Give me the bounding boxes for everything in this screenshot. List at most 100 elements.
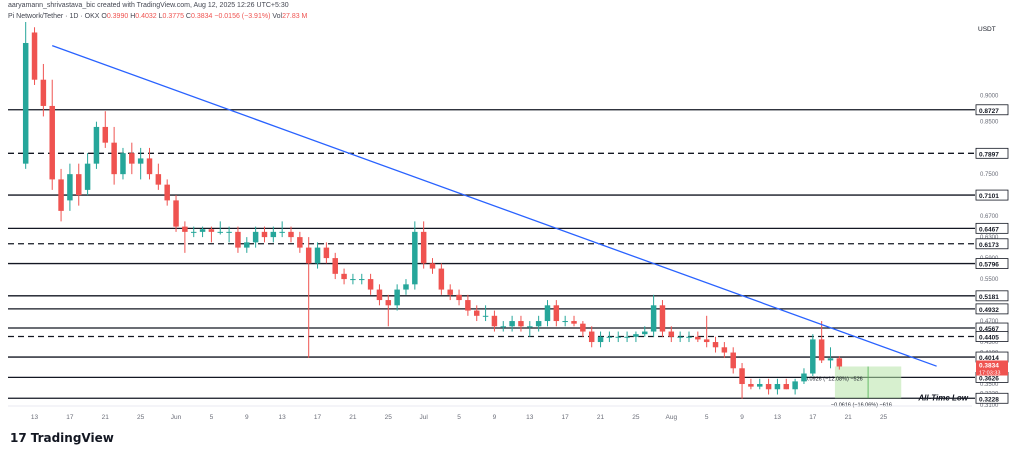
candle [120, 153, 126, 175]
candle [765, 384, 772, 390]
low-value: 0.3775 [162, 13, 184, 20]
candle [429, 263, 436, 269]
y-tick-label: 0.7500 [980, 172, 999, 178]
level-price-label: 0.3626 [979, 375, 999, 382]
change-value: −0.0156 (−3.91%) [214, 13, 271, 20]
candle [544, 305, 551, 322]
level-price-tag [975, 303, 1009, 315]
x-tick-label: Aug [666, 414, 678, 421]
close-label: C [185, 13, 191, 20]
all-time-low-label: All-Time Low [917, 393, 968, 402]
symbol-ohlc-legend: Pi Network/Tether · 1D · OKX O0.3990 H0.… [8, 13, 307, 20]
candle [173, 200, 179, 227]
candle [350, 279, 356, 281]
close-value: 0.3834 [190, 13, 213, 20]
candle [297, 237, 303, 248]
tradingview-logo-text: TradingView [30, 431, 114, 445]
level-price-tag [975, 104, 1009, 116]
x-tick-label: 9 [493, 414, 497, 421]
candle [571, 321, 577, 324]
level-price-label: 0.4932 [979, 307, 999, 314]
candle [385, 300, 392, 306]
x-tick-label: 9 [740, 414, 744, 421]
x-tick-label: Jun [171, 414, 182, 421]
y-tick-label: 0.9000 [980, 93, 999, 99]
candle [261, 231, 268, 238]
candle [686, 336, 692, 338]
y-tick-label: 0.6300 [980, 235, 999, 241]
candle [217, 231, 223, 233]
candle [757, 384, 763, 387]
candle [199, 229, 206, 232]
open-label: O [101, 13, 107, 20]
y-tick-label: 0.4700 [980, 319, 999, 325]
volume-label: Vol [272, 13, 283, 20]
high-value: 0.4032 [135, 13, 157, 20]
candle [376, 289, 383, 301]
candle [535, 321, 542, 327]
x-tick-label: 17 [314, 414, 322, 421]
x-tick-label: 17 [809, 414, 817, 421]
candle [182, 226, 188, 232]
tradingview-logo[interactable]: 𝟭𝟳 TradingView [10, 431, 114, 445]
candle [394, 289, 400, 306]
volume-value: 27.83 M [282, 13, 308, 20]
x-tick-label: 21 [845, 414, 853, 421]
candle [279, 231, 285, 233]
level-price-label: 0.5181 [979, 294, 999, 301]
symbol-name[interactable]: Pi Network/Tether · 1D · OKX [8, 13, 100, 20]
candle [270, 231, 277, 238]
candle [137, 158, 144, 164]
candle [244, 242, 250, 248]
candle [252, 231, 259, 243]
candle [438, 268, 445, 290]
trendline-group [51, 44, 937, 367]
x-tick-label: 25 [880, 414, 888, 421]
candle [447, 289, 453, 295]
candle [164, 184, 170, 201]
candle [155, 174, 162, 185]
level-price-tag [975, 331, 1009, 342]
price-axis: USDT0.90000.85000.75000.67000.63000.5900… [975, 26, 1009, 409]
candle [739, 368, 745, 385]
candle [580, 323, 586, 332]
x-tick-label: 9 [245, 414, 249, 421]
candle [67, 174, 73, 201]
projection-box: 0.0926 (−12.08%) −526 −0.0616 (−16.06%) −… [805, 366, 902, 408]
level-price-label: 0.4405 [979, 335, 999, 342]
horizontal-levels [8, 109, 975, 399]
level-price-label: 0.3228 [979, 396, 999, 403]
candle [695, 336, 701, 340]
tradingview-logo-icon: 𝟭𝟳 [10, 431, 27, 445]
candle [810, 339, 816, 374]
candle [827, 358, 834, 361]
candle [615, 336, 621, 338]
y-tick-label: 0.6700 [980, 214, 999, 220]
high-label: H [130, 13, 136, 20]
x-tick-label: 21 [597, 414, 605, 421]
candle [668, 331, 675, 337]
x-tick-label: 21 [349, 414, 357, 421]
candle [642, 331, 648, 335]
low-label: L [158, 13, 163, 20]
x-tick-label: 13 [31, 414, 39, 421]
current-price-tag [976, 360, 1008, 376]
x-tick-label: 5 [210, 414, 214, 421]
candle [836, 358, 843, 367]
candle [500, 326, 507, 328]
x-tick-label: 25 [385, 414, 393, 421]
candle [129, 153, 135, 164]
candle [677, 336, 683, 338]
level-price-label: 0.4567 [979, 326, 999, 333]
candle [783, 384, 790, 390]
candle [624, 336, 630, 338]
candle [712, 342, 719, 348]
candle [730, 352, 736, 369]
annotations: All-Time Low [917, 393, 968, 402]
time-axis: 13 17 21 25 Jun 5 9 13 17 21 25 Jul 5 9 13 17 21 25 Aug 5 9 1… [8, 405, 972, 421]
candle [420, 231, 427, 264]
projection-upper-label: 0.0926 (−12.08%) −526 [805, 376, 863, 382]
candle [562, 321, 568, 323]
candle [31, 32, 38, 80]
